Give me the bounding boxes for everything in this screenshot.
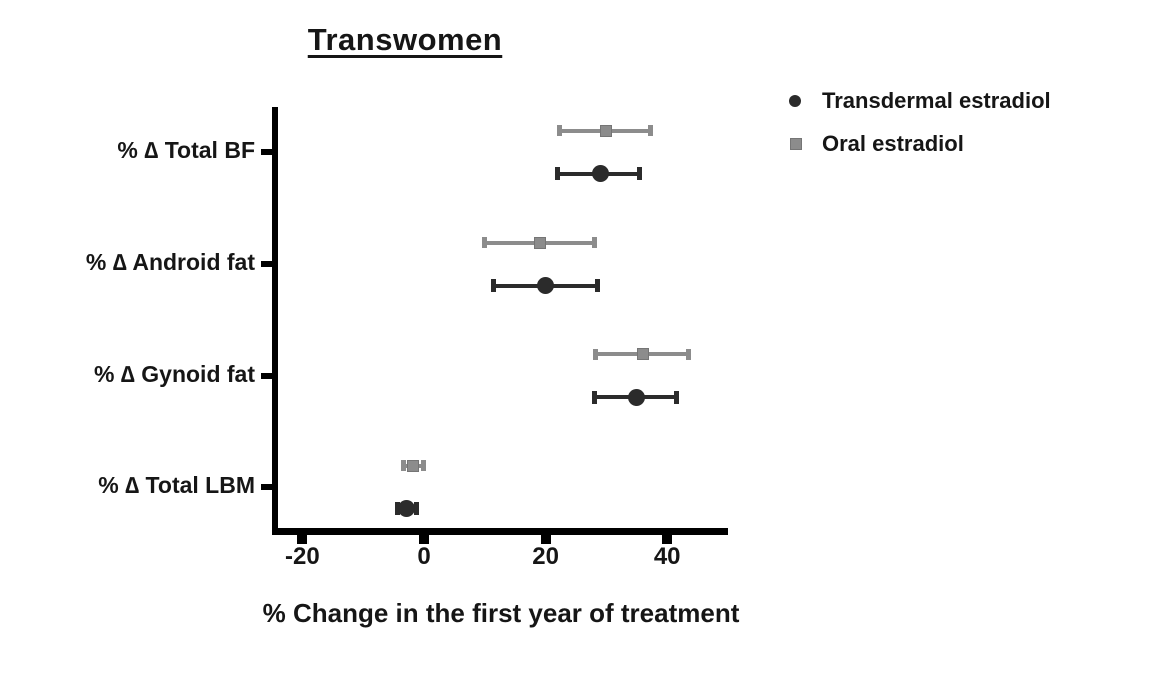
legend-item-transdermal: Transdermal estradiol [783,88,1051,114]
legend-label-transdermal: Transdermal estradiol [822,88,1051,113]
marker-transdermal-estradiol-android-fat [537,277,555,294]
x-tick-label-20: 20 [532,543,559,570]
error-cap-lo-transdermal-estradiol-android-fat [491,279,497,292]
category-label-android-fat: % ∆ Android fat [85,249,255,275]
error-cap-lo-oral-estradiol-gynoid-fat [592,348,598,360]
marker-oral-estradiol-total-bf [600,124,613,137]
x-axis-title: % Change in the first year of treatment [262,598,740,628]
x-tick--20 [297,535,308,544]
category-tick-total-lbm [261,484,272,490]
error-cap-hi-transdermal-estradiol-total-bf [637,167,643,180]
legend-item-oral: Oral estradiol [783,131,1051,157]
marker-transdermal-estradiol-total-lbm [398,500,416,517]
error-cap-hi-transdermal-estradiol-android-fat [594,279,600,292]
error-cap-lo-transdermal-estradiol-gynoid-fat [591,390,597,404]
marker-oral-estradiol-total-lbm [407,459,420,472]
category-tick-android-fat [261,261,272,267]
x-tick-label--20: -20 [285,543,320,570]
error-cap-lo-transdermal-estradiol-total-lbm [394,502,400,515]
category-label-total-lbm: % ∆ Total LBM [98,472,255,498]
circle-marker-icon [789,95,801,107]
error-cap-hi-oral-estradiol-total-lbm [420,460,426,471]
error-cap-hi-oral-estradiol-gynoid-fat [685,348,691,360]
x-axis-line [272,528,728,535]
category-tick-gynoid-fat [261,372,272,379]
marker-transdermal-estradiol-total-bf [591,165,609,182]
category-label-total-bf: % ∆ Total BF [117,137,255,163]
marker-transdermal-estradiol-gynoid-fat [628,388,646,406]
x-tick-40 [662,535,673,544]
x-tick-label-0: 0 [417,543,431,570]
x-tick-20 [540,535,551,544]
error-cap-hi-oral-estradiol-android-fat [591,237,597,248]
x-tick-0 [419,535,429,544]
square-marker-icon [790,138,802,150]
marker-oral-estradiol-gynoid-fat [636,348,649,360]
error-cap-hi-transdermal-estradiol-gynoid-fat [673,390,679,404]
legend: Transdermal estradiol Oral estradiol [783,88,1051,157]
category-tick-total-bf [261,149,272,155]
y-axis-line [272,107,278,535]
marker-oral-estradiol-android-fat [533,236,546,249]
error-cap-lo-transdermal-estradiol-total-bf [555,167,561,180]
category-label-gynoid-fat: % ∆ Gynoid fat [93,360,255,387]
error-cap-hi-oral-estradiol-total-bf [648,125,654,136]
error-cap-lo-oral-estradiol-android-fat [482,237,488,248]
error-cap-lo-oral-estradiol-total-lbm [400,460,406,471]
chart-title: Transwomen [307,22,503,57]
error-cap-lo-oral-estradiol-total-bf [557,125,563,136]
legend-label-oral: Oral estradiol [822,131,964,156]
error-cap-hi-transdermal-estradiol-total-lbm [413,502,419,515]
x-tick-label-40: 40 [653,543,681,570]
